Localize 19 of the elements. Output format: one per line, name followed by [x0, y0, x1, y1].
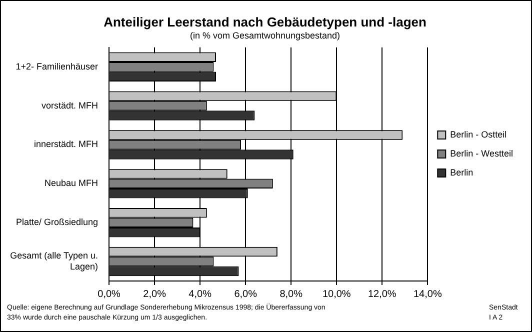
chart-title: Anteiliger Leerstand nach Gebäudetypen und -lagen: [104, 14, 426, 30]
y-tick-label: Platte/ Großsiedlung: [16, 217, 98, 228]
y-tick-label: Gesamt (alle Typen u. Lagen): [10, 250, 98, 272]
x-tick-label: 2,0%: [143, 288, 166, 300]
legend-label: Berlin - Westteil: [450, 148, 514, 158]
x-tick-label: 12,0%: [368, 288, 396, 300]
y-tick-label: vorstädt. MFH: [42, 100, 98, 110]
x-tick-label: 6,0%: [234, 288, 258, 300]
y-tick-label: 1+2- Familienhäuser: [16, 61, 98, 72]
x-tick-label: 4,0%: [188, 288, 212, 300]
x-tick-label: 8,0%: [280, 288, 303, 300]
chart-subtitle: (in % vom Gesamtwohnungsbestand): [190, 30, 340, 40]
y-tick-label: innerstädt. MFH: [34, 139, 98, 150]
x-tick-label: 10,0%: [322, 288, 351, 300]
x-tick-label: 0,0%: [98, 288, 121, 300]
y-tick-label: Neubau MFH: [44, 178, 98, 188]
legend-label: Berlin: [450, 167, 474, 178]
legend-label: Berlin - Ostteil: [450, 129, 507, 140]
x-tick-label: 14,0%: [413, 288, 442, 300]
